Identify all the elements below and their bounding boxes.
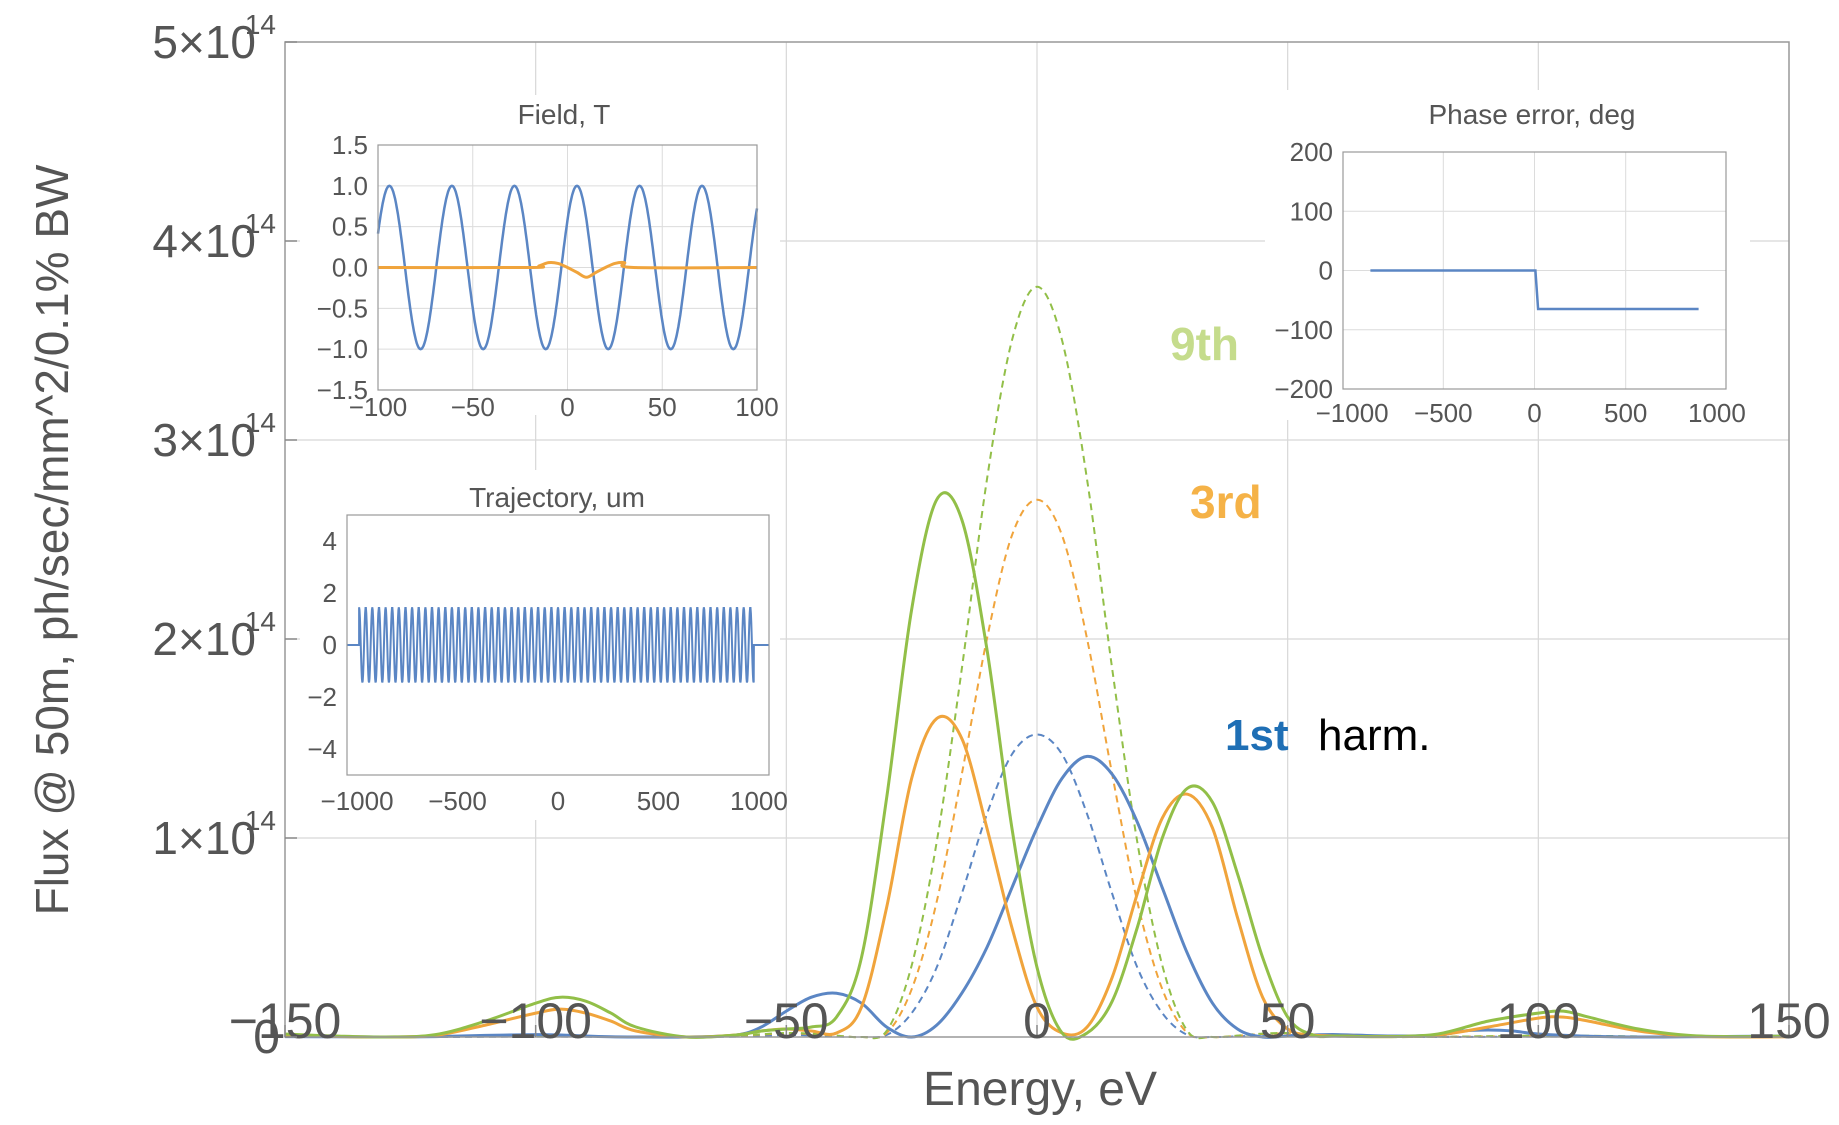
- phase-x-tick-label: −500: [1414, 398, 1473, 428]
- trajectory-y-tick-label: 0: [323, 630, 337, 660]
- main-x-tick-label: 100: [1497, 993, 1580, 1049]
- main-x-tick-label: −100: [479, 993, 592, 1049]
- main-y-tick-label: 4×10: [152, 215, 256, 267]
- trajectory-y-tick-label: 2: [323, 578, 337, 608]
- phase-y-tick-label: 0: [1319, 256, 1333, 286]
- inset-trajectory: Trajectory, um −1000 −500 0 500 1000 4 2 0 −2 −4: [300, 470, 788, 820]
- phase-x-tick-label: 0: [1527, 398, 1541, 428]
- annotation-1st: 1st: [1225, 711, 1289, 760]
- trajectory-x-tick-label: 0: [551, 786, 565, 816]
- field-y-tick-label: 0.5: [332, 212, 368, 242]
- field-x-tick-label: 50: [648, 392, 677, 422]
- main-y-tick-label: 0: [253, 1011, 280, 1064]
- inset-phase-error: Phase error, deg −1000 −500 0 500 1000200100…: [1265, 90, 1750, 428]
- series-line-trajectory: [347, 607, 769, 683]
- main-y-tick-label: 1×10: [152, 812, 256, 864]
- inset-field-background: [300, 95, 780, 415]
- main-y-tick-exponent: 14: [245, 208, 276, 239]
- main-x-tick-label: −50: [744, 993, 829, 1049]
- main-x-tick-label: −150: [229, 993, 342, 1049]
- main-x-ticks: −150 −100 −50 0 50 100 150: [229, 993, 1831, 1049]
- inset-trajectory-curves: [347, 607, 769, 683]
- field-x-tick-label: 0: [560, 392, 574, 422]
- main-x-tick-label: 0: [1023, 993, 1051, 1049]
- series-line-field-error: [377, 260, 758, 279]
- annotation-harm: harm.: [1318, 711, 1430, 760]
- phase-y-tick-label: −100: [1274, 315, 1333, 345]
- trajectory-x-tick-label: 1000: [730, 786, 788, 816]
- main-y-tick-exponent: 14: [245, 606, 276, 637]
- inset-phase-background: [1265, 90, 1750, 420]
- series-line-field-main: [376, 184, 759, 351]
- phase-x-tick-label: 500: [1604, 398, 1647, 428]
- main-y-tick-label: 5×10: [152, 16, 256, 68]
- main-x-tick-label: 150: [1747, 993, 1830, 1049]
- inset-field-title: Field, T: [518, 99, 611, 130]
- inset-phase-frame: [1342, 151, 1727, 390]
- main-y-tick-label: 3×10: [152, 414, 256, 466]
- field-x-tick-label: −100: [349, 392, 408, 422]
- annotation-3rd: 3rd: [1190, 476, 1262, 528]
- phase-x-tick-label: 1000: [1688, 398, 1746, 428]
- inset-phase-title: Phase error, deg: [1428, 99, 1635, 130]
- field-x-tick-label: −50: [451, 392, 495, 422]
- annotation-9th: 9th: [1170, 318, 1239, 370]
- field-y-tick-label: 1.5: [332, 130, 368, 160]
- main-y-tick-exponent: 14: [245, 9, 276, 40]
- main-y-tick-exponent: 14: [245, 805, 276, 836]
- main-x-tick-label: 50: [1260, 993, 1316, 1049]
- field-x-tick-label: 100: [735, 392, 778, 422]
- inset-trajectory-frame: [346, 514, 770, 776]
- main-y-tick-label: 2×10: [152, 613, 256, 665]
- inset-field-frame: [377, 144, 758, 391]
- series-line-h9-error: [284, 491, 1790, 1041]
- inset-trajectory-ticks: −1000 −500 0 500 1000 4 2 0 −2 −4: [307, 526, 788, 816]
- inset-field-ticks: −100 −50 0 50 100 1.5 1.0 0.5 0.0 −0.5 −1.0 −1.5: [317, 130, 779, 422]
- x-axis-label: Energy, eV: [923, 1063, 1157, 1116]
- field-y-tick-label: 0.0: [332, 253, 368, 283]
- inset-field-curves: [376, 184, 759, 351]
- field-y-tick-label: 1.0: [332, 171, 368, 201]
- phase-y-tick-label: 200: [1290, 137, 1333, 167]
- y-axis-label: Flux @ 50m, ph/sec/mm^2/0.1% BW: [26, 164, 78, 915]
- trajectory-x-tick-label: 500: [637, 786, 680, 816]
- inset-phase-curves: [1370, 269, 1699, 311]
- field-y-tick-label: −0.5: [317, 293, 368, 323]
- series-line-phase: [1370, 269, 1699, 311]
- field-y-tick-label: −1.5: [317, 375, 368, 405]
- trajectory-x-tick-label: −1000: [321, 786, 394, 816]
- trajectory-y-tick-label: −2: [307, 682, 337, 712]
- trajectory-x-tick-label: −500: [428, 786, 487, 816]
- phase-y-tick-label: −200: [1274, 374, 1333, 404]
- phase-x-tick-label: −1000: [1316, 398, 1389, 428]
- inset-field: Field, T −100 −50 0 50 1001.51.00.50.0−0.5−1…: [300, 95, 780, 422]
- trajectory-y-tick-label: 4: [323, 526, 337, 556]
- main-y-tick-exponent: 14: [245, 407, 276, 438]
- phase-y-tick-label: 100: [1290, 196, 1333, 226]
- trajectory-y-tick-label: −4: [307, 734, 337, 764]
- field-y-tick-label: −1.0: [317, 334, 368, 364]
- inset-trajectory-title: Trajectory, um: [469, 482, 645, 513]
